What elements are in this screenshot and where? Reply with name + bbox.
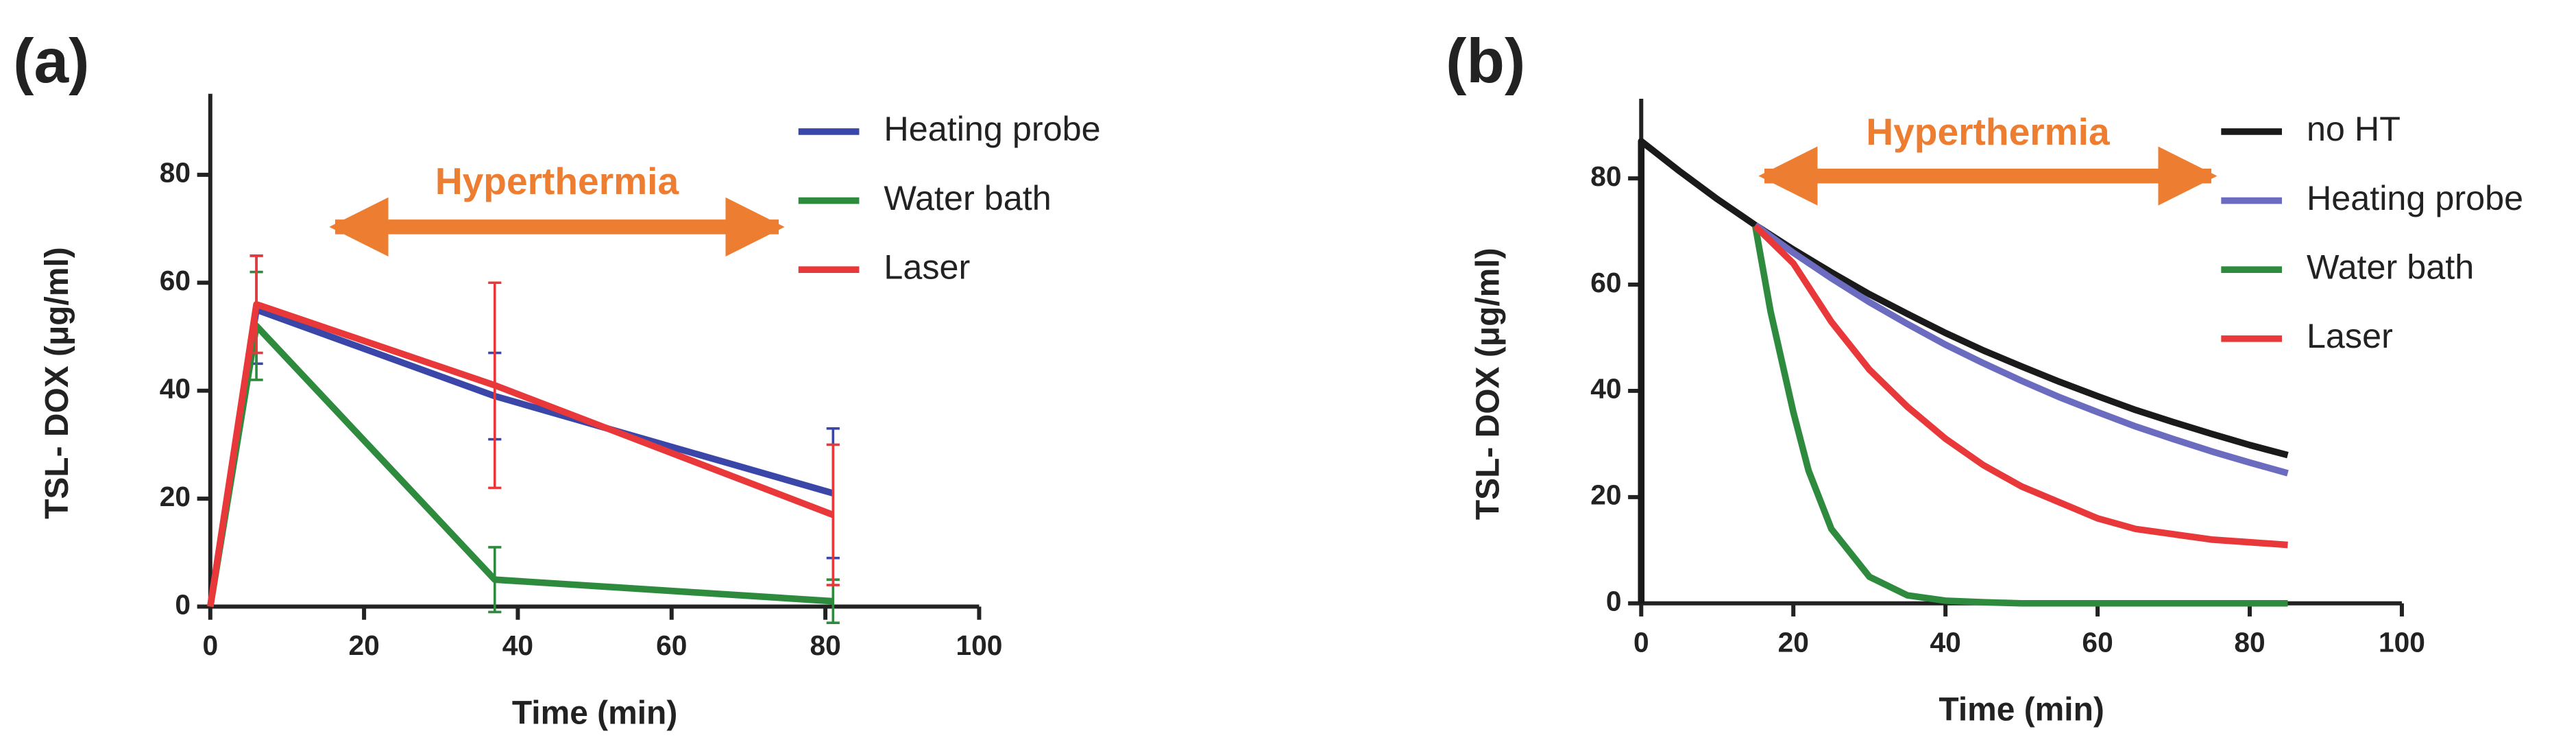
x-tick-label: 100 [2379, 626, 2425, 658]
y-tick-label: 80 [160, 157, 191, 189]
series-line [1638, 138, 2289, 603]
x-tick-label: 20 [348, 630, 379, 661]
legend-label: Water bath [884, 178, 1051, 217]
y-axis-label: TSL- DOX (μg/ml) [39, 247, 75, 519]
series-line [207, 306, 834, 608]
panel-label: (a) [13, 27, 89, 96]
y-tick-label: 0 [175, 588, 191, 620]
error-bar [488, 281, 502, 490]
y-tick-label: 60 [160, 265, 191, 296]
y-tick-label: 40 [1590, 373, 1621, 405]
x-tick-label: 40 [1930, 626, 1960, 658]
series-line [207, 300, 835, 608]
x-tick-label: 60 [656, 630, 687, 661]
series-line [1752, 225, 2288, 607]
x-axis-label: Time (min) [512, 695, 677, 731]
legend-label: no HT [2307, 109, 2401, 148]
y-tick-label: 0 [1606, 586, 1622, 617]
x-tick-label: 0 [202, 630, 218, 661]
panel-label: (b) [1446, 27, 1525, 96]
legend-label: Laser [2307, 316, 2393, 355]
x-tick-label: 40 [502, 630, 533, 661]
x-tick-label: 60 [2082, 626, 2113, 658]
y-tick-label: 60 [1590, 267, 1621, 298]
annotation: Hyperthermia [435, 160, 679, 202]
x-tick-label: 100 [956, 630, 1002, 661]
y-tick-label: 20 [1590, 479, 1621, 511]
annotation: Hyperthermia [1866, 110, 2110, 153]
legend-label: Heating probe [884, 109, 1100, 148]
x-tick-label: 20 [1778, 626, 1809, 658]
x-tick-label: 0 [1633, 626, 1649, 658]
y-tick-label: 80 [1590, 160, 1621, 192]
error-bar [826, 443, 840, 586]
y-tick-label: 40 [160, 372, 191, 404]
y-axis-label: TSL- DOX (μg/ml) [1470, 248, 1506, 520]
y-tick-label: 20 [160, 481, 191, 512]
legend-label: Heating probe [2307, 178, 2523, 217]
series-line [1753, 222, 2289, 477]
legend-label: Water bath [2307, 248, 2474, 287]
error-bar [488, 546, 502, 614]
series-line [1753, 224, 2288, 549]
legend-label: Laser [884, 248, 970, 287]
x-axis-label: Time (min) [1939, 692, 2104, 728]
error-bar [250, 254, 263, 355]
x-tick-label: 80 [810, 630, 840, 661]
x-tick-label: 80 [2234, 626, 2265, 658]
